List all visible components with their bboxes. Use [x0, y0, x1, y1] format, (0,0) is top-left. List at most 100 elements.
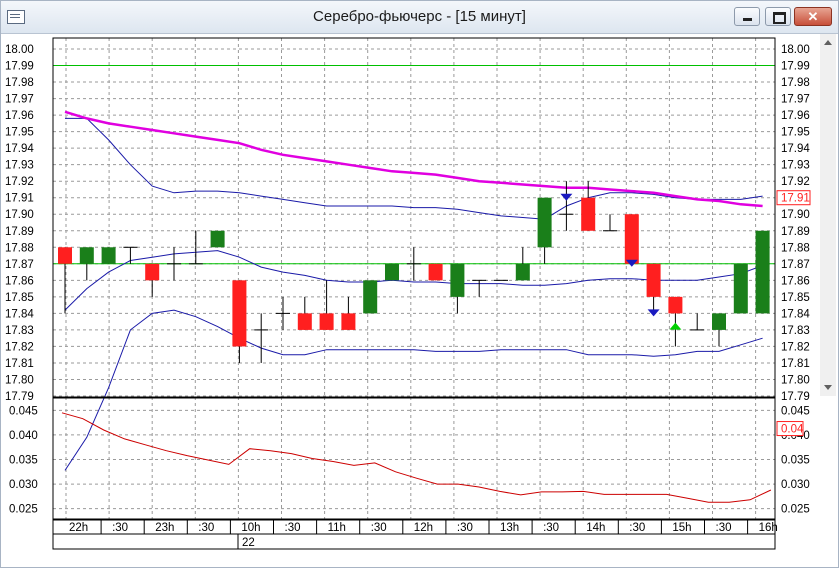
candle-bearish [341, 313, 356, 330]
sell-signal-marker [647, 309, 660, 317]
scroll-down-icon[interactable] [824, 385, 832, 390]
price-tick-left: 17.85 [5, 292, 34, 304]
candle-bearish [232, 280, 247, 347]
candle-bearish [58, 247, 72, 264]
scroll-up-icon[interactable] [824, 40, 832, 45]
time-label: :30 [716, 522, 732, 534]
indicator-pane-frame [52, 396, 776, 521]
price-tick-left: 17.99 [5, 61, 34, 73]
price-tick-right: 17.82 [781, 341, 810, 353]
price-pane-frame [52, 37, 776, 399]
price-tick-left: 17.88 [5, 242, 34, 254]
price-tick-left: 17.83 [5, 325, 34, 337]
time-label: :30 [457, 522, 473, 534]
time-label: :30 [198, 522, 214, 534]
chart-window-icon[interactable] [7, 10, 25, 24]
title-bar[interactable]: Серебро-фьючерс - [15 минут] ✕ [1, 1, 838, 34]
price-tick-left: 17.79 [5, 391, 34, 403]
price-tick-left: 17.90 [5, 209, 34, 221]
price-tick-left: 17.82 [5, 341, 34, 353]
time-label: 13h [500, 522, 519, 534]
time-label: 22h [69, 522, 88, 534]
time-label: 14h [586, 522, 605, 534]
price-tick-right: 17.79 [781, 391, 810, 403]
time-label: 12h [414, 522, 433, 534]
price-tick-right: 17.92 [781, 176, 810, 188]
price-tick-left: 17.81 [5, 358, 34, 370]
close-icon: ✕ [807, 9, 819, 24]
price-tick-right: 17.98 [781, 77, 810, 89]
candle-bullish [537, 197, 552, 248]
indicator-tick-left: 0.030 [9, 479, 38, 491]
chart-area[interactable]: 18.00 18.00 17.99 17.99 17.98 17.98 17.97 17.97… [1, 34, 820, 569]
price-tick-right: 17.96 [781, 110, 810, 122]
price-tick-right: 18.00 [781, 44, 810, 56]
candle-bullish [79, 247, 94, 264]
time-label: :30 [371, 522, 387, 534]
price-last-value: 17.91 [781, 193, 810, 205]
time-label: 23h [155, 522, 174, 534]
indicator-tick-left: 0.040 [9, 430, 38, 442]
indicator-tick-right: 0.025 [781, 504, 810, 516]
moving-average-line [64, 110, 763, 208]
indicator-tick-left: 0.045 [9, 405, 38, 417]
candle-bullish [733, 263, 748, 314]
indicator-last-value: 0.04 [781, 424, 804, 436]
maximize-button[interactable] [765, 7, 791, 26]
candle-bearish [297, 313, 312, 330]
buy-signal-marker [669, 322, 682, 330]
price-tick-left: 17.95 [5, 127, 34, 139]
price-tick-right: 17.86 [781, 275, 810, 287]
window-title: Серебро-фьючерс - [15 минут] [313, 8, 526, 25]
price-tick-right: 17.84 [781, 308, 810, 320]
candle-bearish [319, 313, 334, 330]
sell-signal-marker [625, 259, 638, 267]
candle-bullish [385, 263, 399, 281]
candle-bullish [712, 313, 726, 330]
time-label: :30 [285, 522, 301, 534]
indicator-tick-right: 0.045 [781, 405, 810, 417]
candle-bullish [363, 280, 378, 314]
price-tick-left: 17.96 [5, 110, 34, 122]
time-label: 11h [328, 522, 346, 534]
price-tick-left: 17.93 [5, 160, 34, 172]
price-scrollbar[interactable] [820, 34, 836, 396]
price-tick-right: 17.83 [781, 325, 810, 337]
candle-bearish [624, 214, 639, 264]
price-tick-left: 17.91 [5, 193, 34, 205]
price-tick-right: 17.94 [781, 143, 810, 155]
price-tick-left: 17.89 [5, 226, 34, 238]
price-last-value-box [776, 190, 811, 206]
candle-bullish [450, 263, 465, 297]
close-button[interactable]: ✕ [794, 7, 832, 26]
price-tick-right: 17.80 [781, 374, 810, 386]
candle-bearish [668, 296, 683, 314]
indicator-tick-right: 0.030 [781, 479, 810, 491]
price-tick-left: 17.86 [5, 275, 34, 287]
time-label: 15h [672, 522, 691, 534]
price-tick-right: 17.88 [781, 242, 810, 254]
price-tick-left: 17.87 [5, 259, 34, 271]
middle-band-line [64, 250, 763, 311]
time-label: :30 [543, 522, 559, 534]
indicator-line [61, 412, 772, 503]
candle-bearish [428, 263, 443, 281]
price-tick-right: 17.99 [781, 61, 810, 73]
price-tick-left: 17.84 [5, 308, 34, 320]
price-tick-left: 17.97 [5, 94, 34, 106]
indicator-tick-right: 0.035 [781, 455, 810, 467]
price-tick-left: 18.00 [5, 44, 34, 56]
price-tick-right: 17.90 [781, 209, 810, 221]
candle-bearish [581, 197, 596, 231]
price-tick-right: 17.97 [781, 94, 810, 106]
price-tick-right: 17.81 [781, 358, 810, 370]
price-tick-left: 17.92 [5, 176, 34, 188]
candle-bullish [755, 230, 770, 314]
indicator-last-value-box [776, 421, 804, 437]
price-tick-right: 17.89 [781, 226, 810, 238]
minimize-button[interactable] [734, 7, 760, 26]
price-tick-left: 17.94 [5, 143, 34, 155]
price-tick-right: 17.87 [781, 259, 810, 271]
indicator-tick-left: 0.035 [9, 455, 38, 467]
